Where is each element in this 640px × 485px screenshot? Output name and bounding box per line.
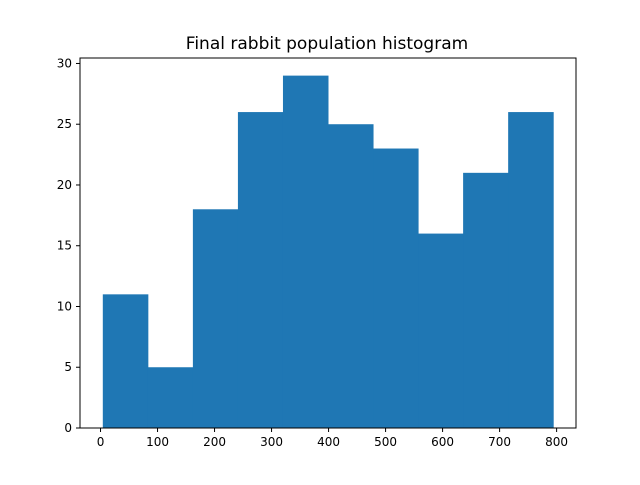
x-tick-label: 700 <box>488 435 511 449</box>
x-tick-label: 800 <box>545 435 568 449</box>
y-tick-label: 15 <box>57 239 72 253</box>
x-axis-ticks: 0 100 200 300 400 500 600 700 800 <box>97 428 568 449</box>
histogram-bar <box>373 148 419 428</box>
histogram-bar <box>282 75 329 428</box>
x-tick-label: 500 <box>374 435 397 449</box>
y-axis-ticks: 0 5 10 15 20 25 30 <box>57 56 80 435</box>
histogram-bar <box>102 294 149 428</box>
plot-frame <box>79 57 577 429</box>
histogram-bar <box>192 209 239 428</box>
histogram-bar <box>508 112 554 428</box>
y-tick-label: 5 <box>64 360 72 374</box>
chart-title: Final rabbit population histogram <box>186 34 468 54</box>
y-tick-label: 20 <box>57 178 72 192</box>
y-tick-label: 25 <box>57 117 72 131</box>
histogram-bar <box>147 367 194 428</box>
histogram-bar <box>237 112 284 428</box>
histogram-bar <box>463 172 509 428</box>
x-tick-label: 0 <box>97 435 105 449</box>
y-tick-label: 0 <box>64 421 72 435</box>
histogram-bar <box>418 233 464 428</box>
x-tick-label: 200 <box>203 435 226 449</box>
x-tick-label: 400 <box>317 435 340 449</box>
x-tick-label: 100 <box>146 435 169 449</box>
histogram-bar <box>328 124 374 428</box>
x-tick-label: 300 <box>260 435 283 449</box>
y-tick-label: 30 <box>57 56 72 70</box>
x-tick-label: 600 <box>431 435 454 449</box>
bars-group <box>102 75 554 428</box>
y-tick-label: 10 <box>57 299 72 313</box>
